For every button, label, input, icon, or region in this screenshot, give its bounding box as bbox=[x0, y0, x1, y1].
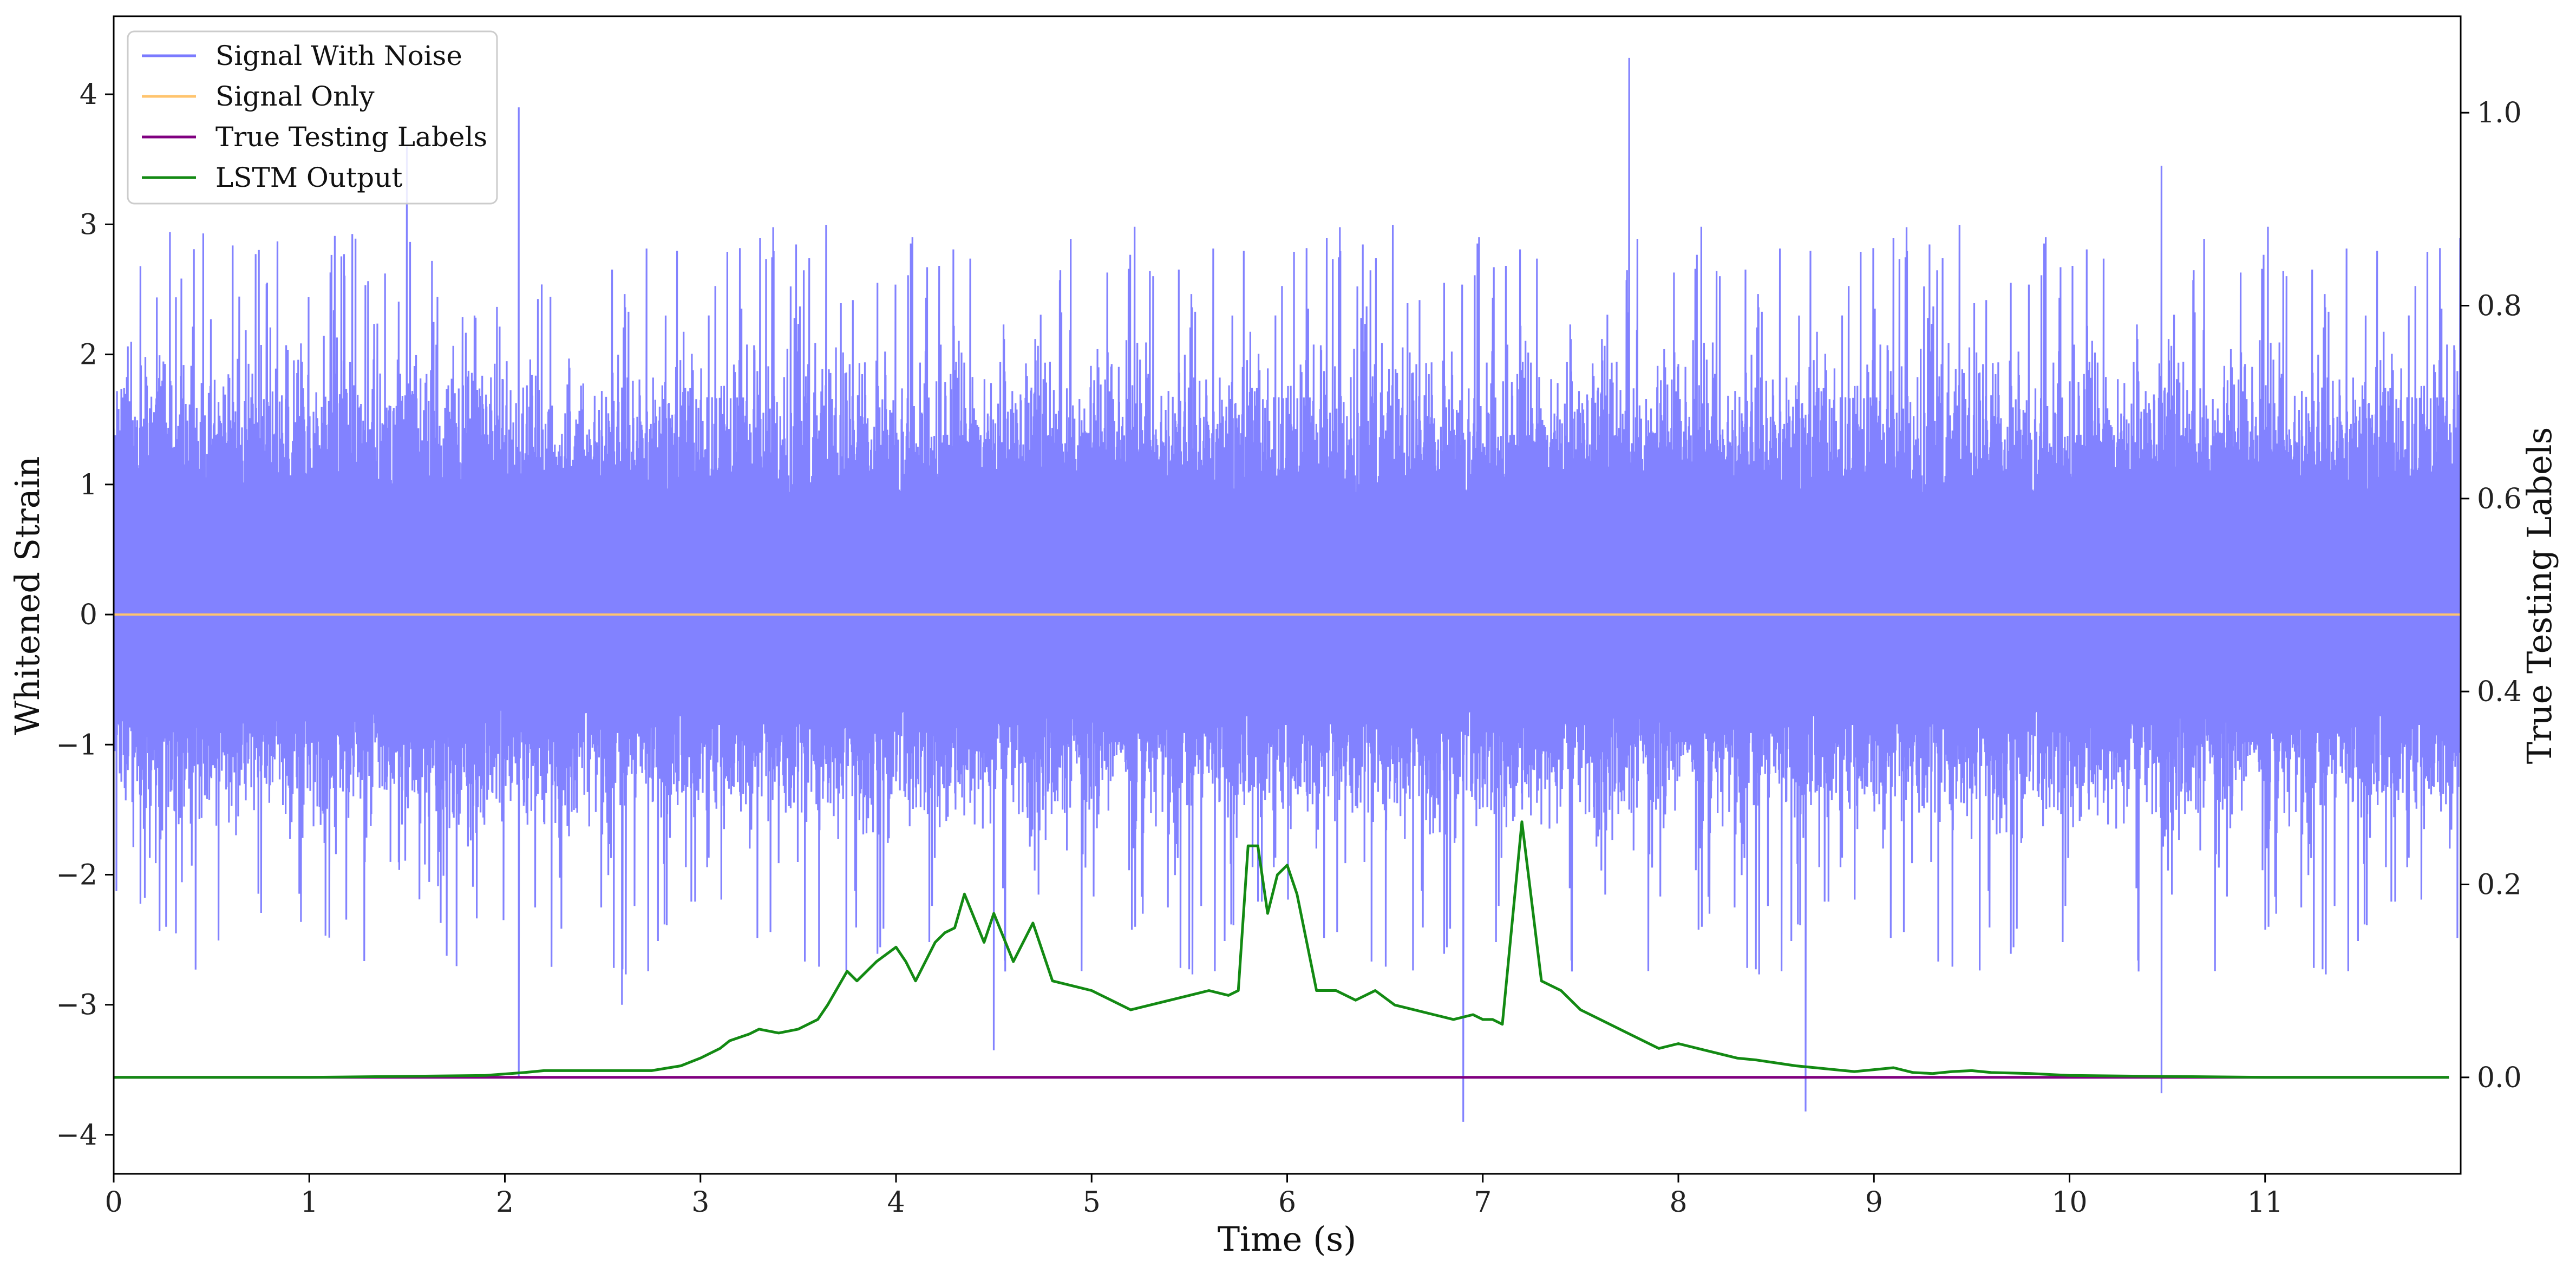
x-axis-title: Time (s) bbox=[1218, 1219, 1357, 1259]
legend-box bbox=[127, 30, 498, 205]
x-tick-label: 9 bbox=[1865, 1186, 1883, 1219]
x-tick-label: 7 bbox=[1474, 1186, 1492, 1219]
legend-label-signal-with-noise: Signal With Noise bbox=[215, 40, 462, 71]
y-tick-label: −3 bbox=[56, 989, 97, 1022]
y2-tick-label: 0.0 bbox=[2477, 1062, 2522, 1094]
y2-tick-label: 0.2 bbox=[2477, 869, 2522, 901]
legend-label-lstm-output: LSTM Output bbox=[215, 162, 402, 193]
x-axis: 0 1 2 3 4 5 6 7 8 9 10 11 bbox=[104, 1174, 2283, 1219]
signal-with-noise-line bbox=[114, 57, 2461, 1122]
lstm-output-line bbox=[114, 820, 2449, 1079]
x-tick-label: 3 bbox=[691, 1186, 709, 1219]
legend: Signal With Noise Signal Only True Testing… bbox=[127, 30, 498, 205]
x-tick-label: 8 bbox=[1669, 1186, 1687, 1219]
x-tick-label: 6 bbox=[1278, 1186, 1296, 1219]
signal-with-noise-series bbox=[114, 57, 2461, 1122]
y-tick-label: −4 bbox=[56, 1119, 97, 1152]
y-axis-left-title: Whitened Strain bbox=[8, 456, 47, 735]
y-axis-left: −4 −3 −2 −1 0 1 2 3 4 bbox=[56, 79, 114, 1152]
x-tick-label: 4 bbox=[887, 1186, 905, 1219]
x-tick-label: 0 bbox=[104, 1186, 122, 1219]
y-tick-label: −1 bbox=[56, 729, 97, 761]
y-axis-right: 0.0 0.2 0.4 0.6 0.8 1.0 bbox=[2461, 97, 2522, 1094]
y-tick-label: 2 bbox=[80, 339, 97, 371]
y-axis-right-title: True Testing Labels bbox=[2520, 427, 2559, 765]
y2-tick-label: 0.8 bbox=[2477, 290, 2522, 323]
y-tick-label: 4 bbox=[80, 79, 97, 111]
x-tick-label: 2 bbox=[496, 1186, 514, 1219]
legend-label-signal-only: Signal Only bbox=[215, 81, 375, 112]
legend-label-true-testing-labels: True Testing Labels bbox=[215, 121, 487, 153]
y-tick-label: −2 bbox=[56, 859, 97, 891]
x-tick-label: 10 bbox=[2051, 1186, 2087, 1219]
y2-tick-label: 0.4 bbox=[2477, 676, 2522, 708]
x-tick-label: 5 bbox=[1083, 1186, 1101, 1219]
y-tick-label: 1 bbox=[80, 469, 97, 501]
y2-tick-label: 1.0 bbox=[2477, 97, 2522, 129]
x-tick-label: 1 bbox=[300, 1186, 318, 1219]
line-series-layer bbox=[114, 613, 2461, 1079]
y2-tick-label: 0.6 bbox=[2477, 483, 2522, 515]
plot-area bbox=[114, 57, 2461, 1122]
y-tick-label: 3 bbox=[80, 208, 97, 241]
y-tick-label: 0 bbox=[80, 599, 97, 631]
x-tick-label: 11 bbox=[2247, 1186, 2283, 1219]
